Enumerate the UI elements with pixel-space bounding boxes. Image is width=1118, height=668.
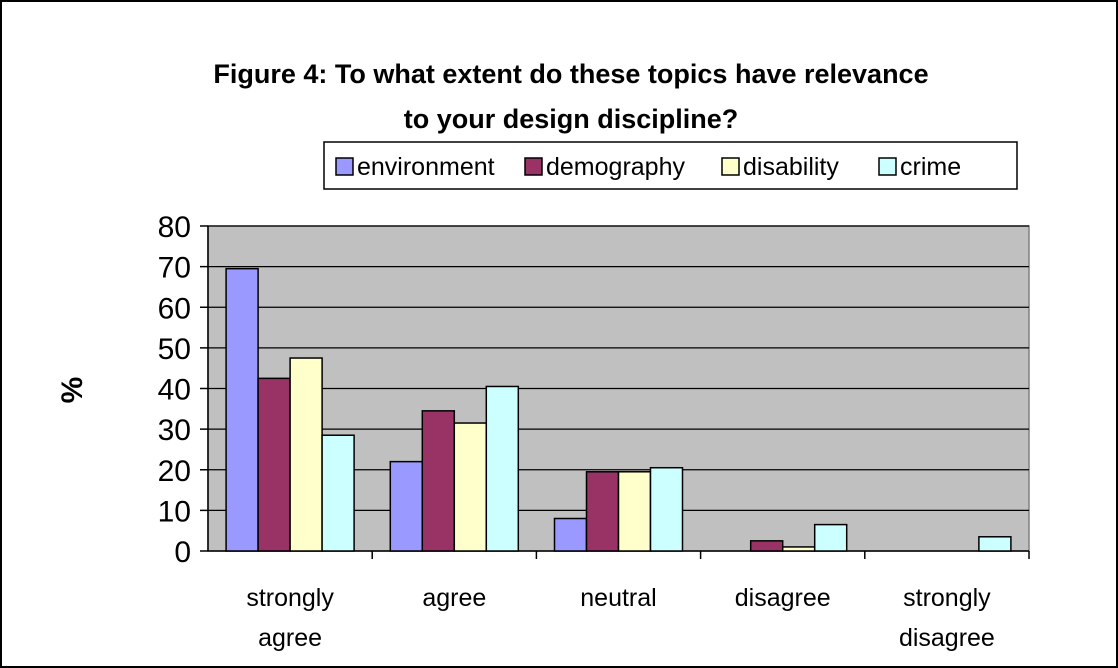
x-category-label: strongly xyxy=(246,584,334,612)
bar-environment xyxy=(553,517,588,552)
bar-environment xyxy=(225,267,259,552)
y-tick-label: 30 xyxy=(158,414,191,447)
chart-title-line-2: to your design discipline? xyxy=(404,104,739,134)
bar-demography xyxy=(421,410,456,552)
legend-label-demography: demography xyxy=(546,153,685,181)
legend-swatch-disability xyxy=(721,157,740,176)
bar-crime xyxy=(649,466,684,552)
bar-disability xyxy=(453,422,488,552)
y-tick-label: 20 xyxy=(158,455,191,488)
bar-demography xyxy=(749,540,784,552)
legend-label-environment: environment xyxy=(357,153,495,181)
legend-swatch-crime xyxy=(878,157,897,176)
x-category-label: disagree xyxy=(899,624,995,652)
bar-demography xyxy=(257,377,291,552)
y-tick-label: 80 xyxy=(158,211,191,244)
bar-crime xyxy=(978,536,1012,552)
y-tick-label: 40 xyxy=(158,374,191,407)
bar-crime xyxy=(813,523,848,552)
bar-disability xyxy=(781,546,816,552)
y-axis-label: % xyxy=(56,377,89,404)
legend-box xyxy=(323,141,1018,190)
y-tick-label: 70 xyxy=(158,252,191,285)
plot-area: 0 10 20 30 40 50 60 70 80 strongly agree agree neutr… xyxy=(158,211,1030,652)
bar-disability xyxy=(289,357,323,552)
bar-demography xyxy=(585,471,620,552)
y-tick-label: 60 xyxy=(158,292,191,325)
legend-swatch-demography xyxy=(524,157,543,176)
legend: environment demography disability crime xyxy=(323,141,1018,190)
bar-disability xyxy=(617,471,652,552)
x-category-label: agree xyxy=(422,584,486,612)
bar-crime xyxy=(485,385,520,552)
x-category-label: strongly xyxy=(903,584,991,612)
bar-crime xyxy=(321,434,355,552)
y-tick-label: 50 xyxy=(158,333,191,366)
bar-environment xyxy=(389,460,424,552)
legend-label-crime: crime xyxy=(900,153,961,181)
x-category-label: agree xyxy=(258,624,322,652)
chart-title-line-1: Figure 4: To what extent do these topics… xyxy=(213,59,928,89)
legend-label-disability: disability xyxy=(743,153,839,181)
y-tick-label: 0 xyxy=(174,536,191,569)
y-tick-label: 10 xyxy=(158,495,191,528)
legend-swatch-environment xyxy=(335,157,354,176)
x-category-label: neutral xyxy=(580,584,656,612)
x-category-label: disagree xyxy=(735,584,831,612)
